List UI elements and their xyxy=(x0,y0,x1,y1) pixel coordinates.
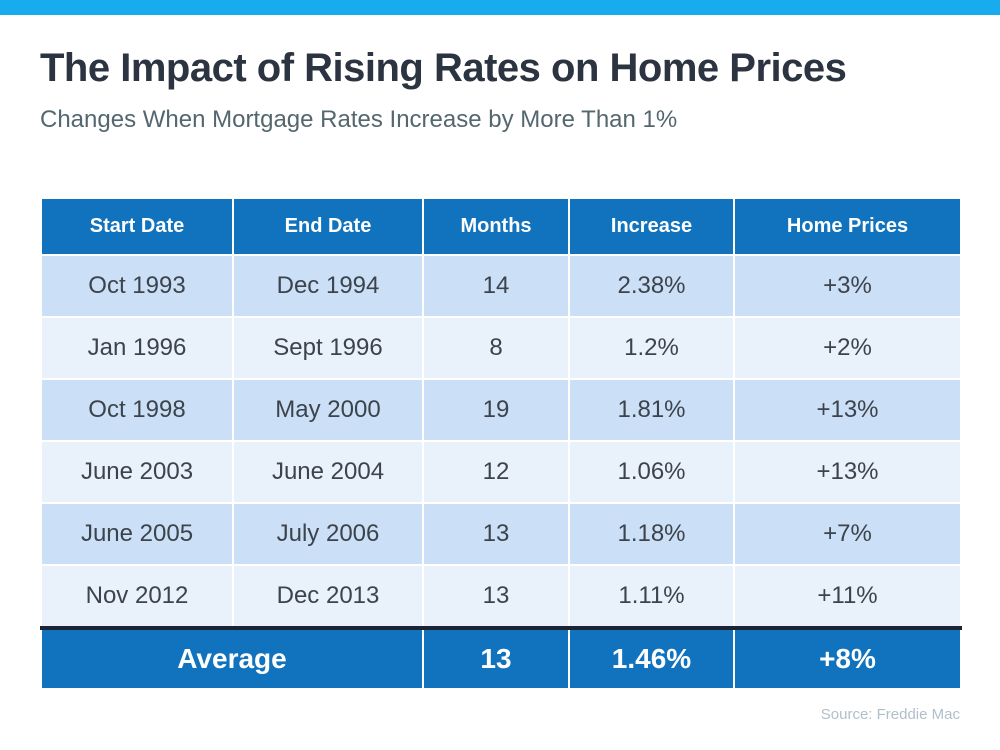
table-row: Oct 1993 Dec 1994 14 2.38% +3% xyxy=(40,254,962,318)
column-header-months: Months xyxy=(422,197,570,256)
cell-months: 8 xyxy=(422,316,570,380)
cell-months: 12 xyxy=(422,440,570,504)
cell-end-date: May 2000 xyxy=(232,378,424,442)
source-attribution: Source: Freddie Mac xyxy=(820,706,960,723)
average-home-prices: +8% xyxy=(733,626,962,690)
cell-start-date: Nov 2012 xyxy=(40,564,234,629)
cell-increase: 2.38% xyxy=(568,254,735,318)
average-increase: 1.46% xyxy=(568,626,735,690)
cell-months: 14 xyxy=(422,254,570,318)
table-row: June 2005 July 2006 13 1.18% +7% xyxy=(40,502,962,566)
cell-start-date: Oct 1993 xyxy=(40,254,234,318)
cell-home-prices: +13% xyxy=(733,440,962,504)
table-header-row: Start Date End Date Months Increase Home… xyxy=(40,197,962,256)
table-average-row: Average 13 1.46% +8% xyxy=(40,626,962,690)
cell-increase: 1.2% xyxy=(568,316,735,380)
cell-increase: 1.81% xyxy=(568,378,735,442)
column-header-end-date: End Date xyxy=(232,197,424,256)
page-title: The Impact of Rising Rates on Home Price… xyxy=(40,46,847,90)
table-row: Oct 1998 May 2000 19 1.81% +13% xyxy=(40,378,962,442)
cell-home-prices: +3% xyxy=(733,254,962,318)
cell-increase: 1.18% xyxy=(568,502,735,566)
table-row: June 2003 June 2004 12 1.06% +13% xyxy=(40,440,962,504)
cell-home-prices: +13% xyxy=(733,378,962,442)
average-months: 13 xyxy=(422,626,570,690)
column-header-increase: Increase xyxy=(568,197,735,256)
cell-home-prices: +11% xyxy=(733,564,962,629)
page-subtitle: Changes When Mortgage Rates Increase by … xyxy=(40,106,678,133)
cell-months: 19 xyxy=(422,378,570,442)
cell-months: 13 xyxy=(422,502,570,566)
rates-table: Start Date End Date Months Increase Home… xyxy=(40,197,962,690)
table-row: Jan 1996 Sept 1996 8 1.2% +2% xyxy=(40,316,962,380)
cell-months: 13 xyxy=(422,564,570,629)
cell-start-date: June 2003 xyxy=(40,440,234,504)
cell-home-prices: +7% xyxy=(733,502,962,566)
cell-start-date: Jan 1996 xyxy=(40,316,234,380)
cell-end-date: Dec 2013 xyxy=(232,564,424,629)
cell-end-date: Dec 1994 xyxy=(232,254,424,318)
cell-start-date: June 2005 xyxy=(40,502,234,566)
infographic-page: The Impact of Rising Rates on Home Price… xyxy=(0,0,1000,723)
cell-start-date: Oct 1998 xyxy=(40,378,234,442)
average-label: Average xyxy=(40,626,424,690)
cell-increase: 1.11% xyxy=(568,564,735,629)
cell-end-date: Sept 1996 xyxy=(232,316,424,380)
column-header-home-prices: Home Prices xyxy=(733,197,962,256)
table-row: Nov 2012 Dec 2013 13 1.11% +11% xyxy=(40,564,962,629)
top-accent-bar xyxy=(0,0,1000,15)
cell-end-date: June 2004 xyxy=(232,440,424,504)
column-header-start-date: Start Date xyxy=(40,197,234,256)
cell-home-prices: +2% xyxy=(733,316,962,380)
cell-end-date: July 2006 xyxy=(232,502,424,566)
cell-increase: 1.06% xyxy=(568,440,735,504)
